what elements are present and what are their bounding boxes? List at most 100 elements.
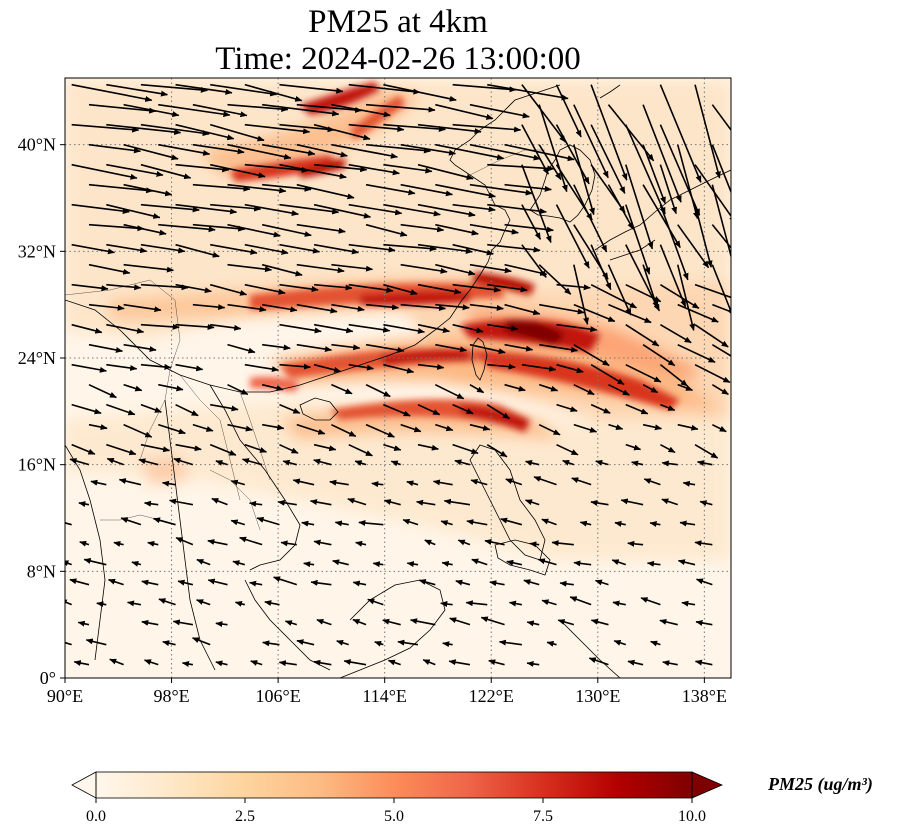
wind-arrow — [175, 203, 238, 215]
wind-arrow — [343, 659, 367, 666]
wind-arrow — [537, 558, 557, 566]
wind-arrow — [78, 501, 90, 507]
wind-arrow — [525, 459, 540, 466]
wind-arrow — [169, 498, 194, 506]
wind-arrow — [661, 460, 678, 467]
wind-arrow — [541, 518, 557, 526]
wind-arrow — [140, 203, 200, 213]
wind-arrow — [440, 520, 453, 526]
wind-arrow — [625, 363, 662, 383]
x-tick-label: 130°E — [575, 686, 620, 706]
wind-arrow — [209, 443, 237, 456]
wind-arrow — [348, 123, 405, 133]
wind-arrow — [69, 458, 90, 466]
wind-arrow — [449, 617, 471, 626]
wind-arrow — [711, 423, 727, 433]
wind-arrow — [417, 283, 462, 295]
wind-arrow — [192, 303, 226, 311]
wind-arrow — [210, 323, 242, 331]
wind-arrow — [123, 383, 143, 392]
wind-arrow — [435, 103, 494, 120]
wind-arrow — [365, 343, 405, 353]
wind-arrow — [455, 579, 471, 586]
wind-arrow — [83, 558, 107, 566]
wind-arrow — [256, 517, 280, 526]
wind-arrow — [659, 204, 689, 281]
wind-arrow — [569, 596, 592, 606]
wind-arrow — [383, 163, 433, 174]
wind-arrow — [387, 659, 401, 666]
wind-arrow — [192, 223, 246, 232]
wind-arrow — [175, 83, 233, 95]
wind-arrow — [694, 659, 713, 666]
wind-arrow — [348, 163, 400, 176]
wind-arrow — [590, 363, 625, 386]
wind-arrow — [374, 641, 384, 647]
wind-arrow — [192, 637, 211, 646]
wind-arrow — [140, 443, 171, 453]
wind-arrow — [625, 403, 649, 415]
wind-arrow — [88, 143, 141, 154]
wind-arrow — [336, 639, 349, 646]
wind-arrow — [470, 478, 488, 486]
x-tick-label: 90°E — [47, 686, 83, 706]
wind-arrow — [390, 460, 401, 467]
wind-arrow — [158, 598, 176, 606]
wind-arrow — [696, 578, 713, 586]
wind-arrow — [590, 499, 609, 506]
wind-arrow — [372, 561, 384, 568]
wind-arrow — [711, 144, 731, 194]
wind-arrow — [96, 601, 107, 608]
wind-arrow — [677, 559, 696, 566]
wind-arrow — [625, 164, 654, 250]
wind-arrow — [210, 163, 266, 179]
wind-arrow — [643, 478, 661, 486]
wind-arrow — [435, 263, 476, 276]
wind-arrow — [694, 84, 721, 179]
wind-arrow — [123, 143, 179, 161]
wind-arrow — [144, 500, 159, 507]
wind-arrow — [65, 641, 72, 646]
wind-arrow — [612, 600, 626, 607]
wind-arrow — [410, 618, 436, 626]
wind-arrow — [234, 600, 246, 607]
wind-arrow — [192, 143, 245, 155]
title-line-2: Time: 2024-02-26 13:00:00 — [215, 41, 581, 77]
wind-arrow — [562, 459, 575, 466]
wind-arrow — [209, 123, 265, 142]
wind-arrow — [521, 204, 542, 240]
wind-arrow — [106, 283, 142, 291]
wind-arrow — [279, 363, 311, 370]
wind-arrow — [383, 283, 418, 296]
wind-arrow — [418, 579, 436, 586]
wind-arrow — [524, 499, 540, 506]
wind-arrow — [642, 383, 659, 394]
wind-arrow — [227, 343, 256, 354]
wind-arrow — [371, 481, 384, 488]
wind-arrow — [432, 479, 453, 486]
wind-arrow — [417, 363, 445, 370]
wind-arrow — [435, 143, 505, 161]
wind-arrow — [659, 244, 687, 308]
wind-arrow — [365, 423, 395, 438]
wind-arrow — [262, 183, 312, 192]
wind-arrow — [331, 143, 398, 159]
wind-arrow — [230, 479, 246, 486]
wind-arrow — [614, 520, 626, 527]
wind-arrow — [365, 223, 408, 237]
wind-arrow — [694, 363, 731, 384]
wind-arrow — [296, 183, 355, 200]
wind-arrow — [244, 83, 303, 102]
wind-arrow — [175, 363, 204, 372]
wind-arrow — [676, 264, 696, 331]
wind-arrow — [555, 204, 590, 269]
wind-arrow — [383, 363, 415, 374]
wind-arrow — [348, 83, 421, 95]
wind-arrow — [106, 363, 138, 371]
wind-arrow — [595, 459, 609, 466]
wind-arrow — [642, 104, 682, 203]
wind-arrow — [175, 243, 220, 258]
wind-arrow — [140, 123, 210, 137]
wind-arrow — [650, 640, 661, 647]
wind-arrow — [347, 497, 367, 506]
